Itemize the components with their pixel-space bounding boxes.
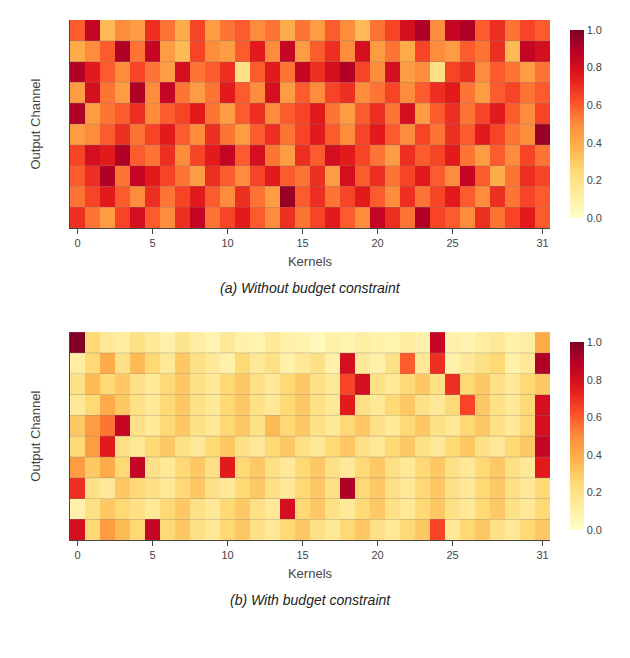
svg-text:0.6: 0.6 [587,99,602,111]
svg-text:20: 20 [371,549,383,561]
svg-text:0.0: 0.0 [587,524,602,536]
svg-text:Kernels: Kernels [288,254,333,269]
svg-text:15: 15 [296,237,308,249]
svg-text:31: 31 [536,549,548,561]
svg-text:0.8: 0.8 [587,61,602,73]
svg-text:Kernels: Kernels [288,566,333,581]
svg-text:10: 10 [221,237,233,249]
svg-text:0.8: 0.8 [587,374,602,386]
svg-text:0: 0 [74,549,80,561]
svg-text:0.0: 0.0 [587,212,602,224]
svg-text:1.0: 1.0 [587,24,602,36]
svg-text:0.2: 0.2 [587,174,602,186]
svg-text:0.2: 0.2 [587,486,602,498]
svg-text:20: 20 [371,237,383,249]
svg-text:15: 15 [296,549,308,561]
svg-text:Output Channel: Output Channel [29,78,44,169]
svg-text:25: 25 [446,549,458,561]
svg-text:0.6: 0.6 [587,411,602,423]
svg-text:0: 0 [74,237,80,249]
svg-text:(a) Without budget constraint: (a) Without budget constraint [220,280,401,296]
svg-text:25: 25 [446,237,458,249]
svg-text:Output Channel: Output Channel [29,391,44,482]
svg-text:5: 5 [149,549,155,561]
svg-text:5: 5 [149,237,155,249]
svg-text:0.4: 0.4 [587,137,602,149]
svg-text:31: 31 [536,237,548,249]
svg-text:(b) With budget constraint: (b) With budget constraint [230,592,391,608]
svg-text:10: 10 [221,549,233,561]
svg-text:0.4: 0.4 [587,449,602,461]
svg-text:1.0: 1.0 [587,336,602,348]
